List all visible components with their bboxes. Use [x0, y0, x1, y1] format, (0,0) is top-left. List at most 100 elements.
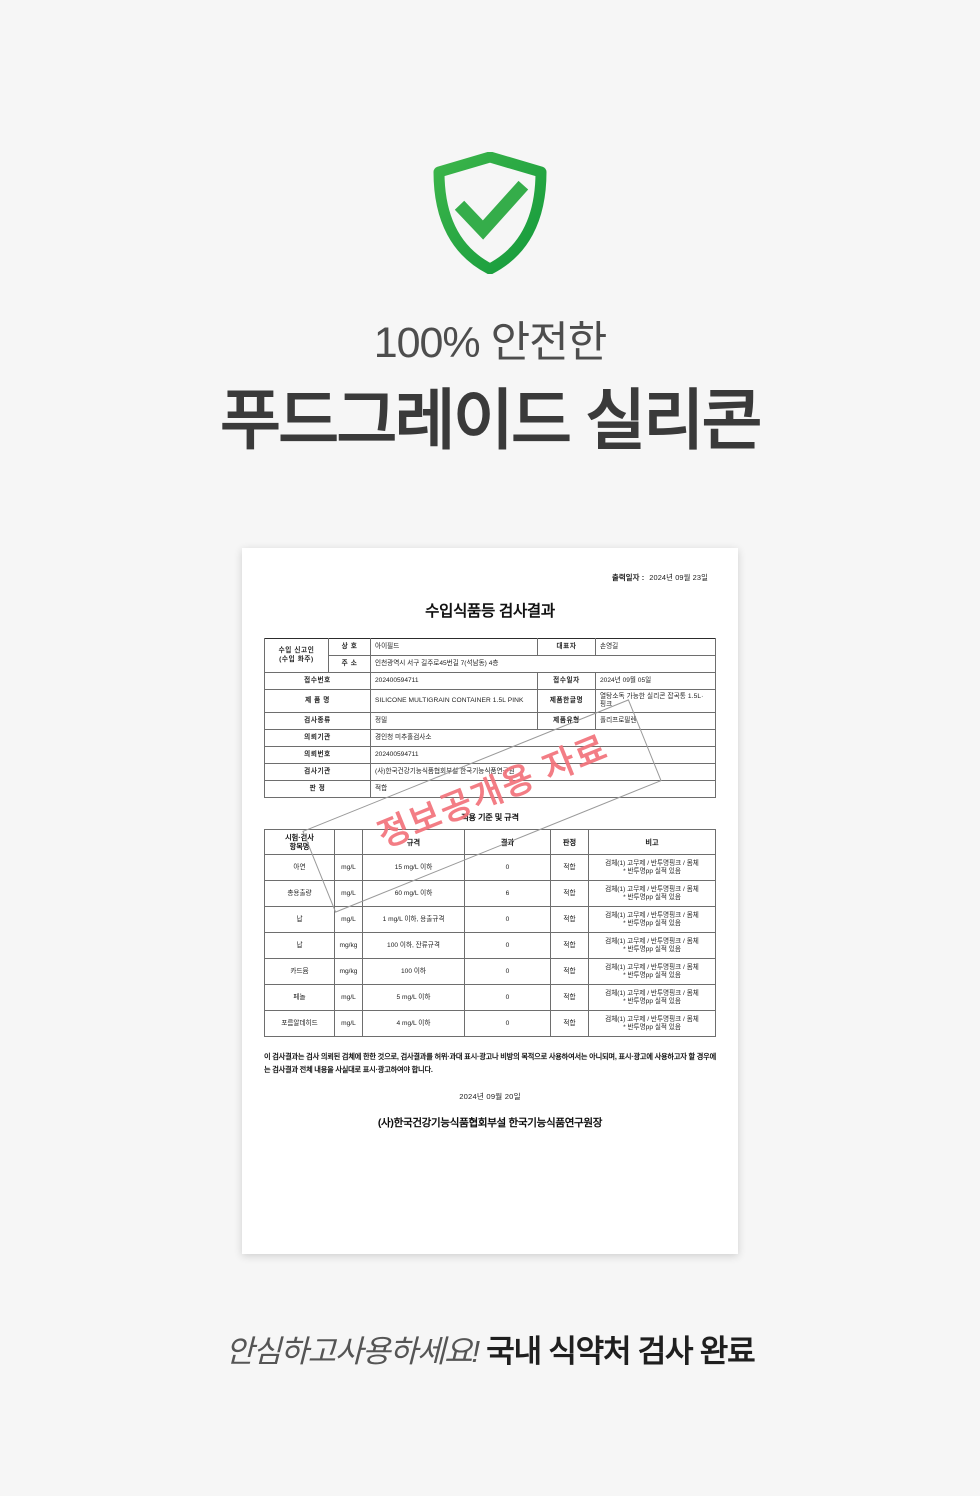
table-row: 주 소 인천광역시 서구 길주로45번길 7(석남동) 4층: [265, 655, 716, 673]
cell-remark: 검체(1) 고무제 / 반투명핑크 / 몸체 * 반투명pp 실적 있음: [588, 1010, 716, 1038]
row-label: 의뢰번호: [264, 746, 371, 765]
caption-light-text: 안심하고사용하세요!: [225, 1334, 480, 1369]
row-label: 주 소: [328, 655, 371, 673]
cell-unit: mg/kg: [334, 958, 363, 986]
cell-remark: 검체(1) 고무제 / 반투명핑크 / 몸체 * 반투명pp 실적 있음: [588, 958, 716, 986]
cell-result: 6: [464, 880, 551, 908]
table-row: 검사기관 (사)한국건강기능식품협회부설 한국기능식품연구원: [264, 763, 716, 782]
col-header-item: 시험·검사 항목명: [264, 829, 335, 856]
table-row: 판 정 적합: [264, 780, 716, 799]
cell-spec: 4 mg/L 이하: [362, 1010, 465, 1038]
cell-unit: mg/L: [334, 854, 363, 882]
hero-section: 100% 안전한 푸드그레이드 실리콘: [0, 0, 980, 459]
cell-item: 페놀: [264, 984, 335, 1012]
disclaimer-note: 이 검사결과는 검사 의뢰된 검체에 한한 것으로, 검사결과를 허위·과대 표…: [264, 1052, 716, 1075]
cell-item: 총용출량: [264, 880, 335, 908]
test-results-table: 시험·검사 항목명 규격 결과 판정 비고 아연 mg/L 15 mg/L 이하 0 적합…: [264, 829, 716, 1038]
row-value-2: 폴리프로필렌: [595, 712, 716, 731]
cell-remark: 검체(1) 고무제 / 반투명핑크 / 몸체 * 반투명pp 실적 있음: [588, 906, 716, 934]
row-value: 적합: [370, 780, 716, 799]
cell-result: 0: [464, 932, 551, 960]
cell-item: 카드뮴: [264, 958, 335, 986]
cell-judgement: 적합: [550, 932, 589, 960]
importer-group-label: 수입 신고인 (수입 화주): [264, 638, 329, 673]
table-row: 카드뮴 mg/kg 100 이하 0 적합 검체(1) 고무제 / 반투명핑크 / 몸체 *…: [264, 958, 716, 986]
cell-unit: mg/L: [334, 906, 363, 934]
row-value: 정밀: [370, 712, 538, 731]
cell-item: 포름알데히드: [264, 1010, 335, 1038]
cell-result: 0: [464, 906, 551, 934]
print-date-line: 출력일자 : 2024년 09월 23일: [264, 572, 716, 583]
document-title: 수입식품등 검사결과: [425, 603, 555, 620]
cell-judgement: 적합: [550, 958, 589, 986]
row-label-2: 대표자: [537, 638, 596, 656]
col-header-judgement: 판정: [550, 829, 589, 856]
row-label: 접수번호: [264, 672, 371, 690]
table-row: 납 mg/kg 100 이하, 잔류규격 0 적합 검체(1) 고무제 / 반투명핑크 /…: [264, 932, 716, 960]
row-label-2: 접수일자: [537, 672, 596, 690]
col-header-result: 결과: [464, 829, 551, 856]
caption-bold-text: 국내 식약처 검사 완료: [486, 1334, 755, 1369]
cell-spec: 60 mg/L 이하: [362, 880, 465, 908]
table-row: 아연 mg/L 15 mg/L 이하 0 적합 검체(1) 고무제 / 반투명핑크 / 몸…: [264, 854, 716, 882]
print-date-value: 2024년 09월 23일: [649, 573, 708, 582]
cell-remark: 검체(1) 고무제 / 반투명핑크 / 몸체 * 반투명pp 실적 있음: [588, 984, 716, 1012]
section-heading: 적용 기준 및 규격: [461, 813, 519, 823]
shield-check-icon: [0, 152, 980, 274]
cell-unit: mg/kg: [334, 932, 363, 960]
row-label: 의뢰기관: [264, 729, 371, 748]
cell-judgement: 적합: [550, 854, 589, 882]
importer-info-table: 수입 신고인 (수입 화주) 상 호 아이필드 대표자 손영길 주 소 인천광역시…: [264, 638, 716, 799]
table-header-row: 시험·검사 항목명 규격 결과 판정 비고: [264, 829, 716, 856]
cell-judgement: 적합: [550, 906, 589, 934]
cell-result: 0: [464, 958, 551, 986]
row-value-2: 2024년 09월 05일: [595, 672, 716, 690]
cell-spec: 5 mg/L 이하: [362, 984, 465, 1012]
cell-item: 아연: [264, 854, 335, 882]
table-row: 포름알데히드 mg/L 4 mg/L 이하 0 적합 검체(1) 고무제 / 반투명핑크 …: [264, 1010, 716, 1038]
cell-spec: 100 이하, 잔류규격: [362, 932, 465, 960]
cell-result: 0: [464, 1010, 551, 1038]
row-value: (사)한국건강기능식품협회부설 한국기능식품연구원: [370, 763, 716, 782]
footer-caption: 안심하고사용하세요! 국내 식약처 검사 완료: [0, 1326, 980, 1371]
table-row: 납 mg/L 1 mg/L 이하, 용출규격 0 적합 검체(1) 고무제 / 반투명핑크…: [264, 906, 716, 934]
row-value-2: 손영길: [595, 638, 716, 656]
row-label: 제 품 명: [264, 688, 371, 714]
row-label-2: 제품유형: [537, 712, 596, 731]
cell-item: 납: [264, 906, 335, 934]
col-header-unit: [334, 829, 363, 856]
row-label: 판 정: [264, 780, 371, 799]
cell-judgement: 적합: [550, 984, 589, 1012]
cell-item: 납: [264, 932, 335, 960]
hero-subtitle: 100% 안전한: [373, 319, 608, 367]
row-label: 상 호: [328, 638, 371, 656]
table-row: 의뢰번호 202400594711: [264, 746, 716, 765]
row-value-2: 열탕소독 가능한 실리콘 잡곡통 1.5L· 핑크: [595, 688, 716, 714]
hero-title: 푸드그레이드 실리콘: [220, 383, 762, 458]
cell-spec: 1 mg/L 이하, 용출규격: [362, 906, 465, 934]
issuing-authority: (사)한국건강기능식품협회부설 한국기능식품연구원장: [377, 1116, 603, 1129]
cell-unit: mg/L: [334, 984, 363, 1012]
row-value: 202400594711: [370, 672, 538, 690]
col-header-remark: 비고: [588, 829, 716, 856]
print-date-label: 출력일자 :: [611, 573, 645, 582]
row-value: 경인청 미추홀검사소: [370, 729, 716, 748]
cell-remark: 검체(1) 고무제 / 반투명핑크 / 몸체 * 반투명pp 실적 있음: [588, 880, 716, 908]
row-value: 인천광역시 서구 길주로45번길 7(석남동) 4층: [370, 655, 716, 673]
row-value: SILICONE MULTIGRAIN CONTAINER 1.5L PINK: [370, 688, 538, 714]
cell-remark: 검체(1) 고무제 / 반투명핑크 / 몸체 * 반투명pp 실적 있음: [588, 932, 716, 960]
table-row: 제 품 명 SILICONE MULTIGRAIN CONTAINER 1.5L…: [264, 688, 716, 714]
table-row: 수입 신고인 (수입 화주) 상 호 아이필드 대표자 손영길: [264, 638, 716, 673]
cell-judgement: 적합: [550, 1010, 589, 1038]
row-label-2: 제품한글명: [537, 688, 596, 714]
table-row: 접수번호 202400594711 접수일자 2024년 09월 05일: [264, 672, 716, 690]
table-row: 의뢰기관 경인청 미추홀검사소: [264, 729, 716, 748]
cell-remark: 검체(1) 고무제 / 반투명핑크 / 몸체 * 반투명pp 실적 있음: [588, 854, 716, 882]
col-header-spec: 규격: [362, 829, 465, 856]
row-label: 검사기관: [264, 763, 371, 782]
table-row: 페놀 mg/L 5 mg/L 이하 0 적합 검체(1) 고무제 / 반투명핑크 / 몸체…: [264, 984, 716, 1012]
issue-date: 2024년 09월 20일: [459, 1091, 521, 1101]
row-label: 검사종류: [264, 712, 371, 731]
cell-result: 0: [464, 984, 551, 1012]
